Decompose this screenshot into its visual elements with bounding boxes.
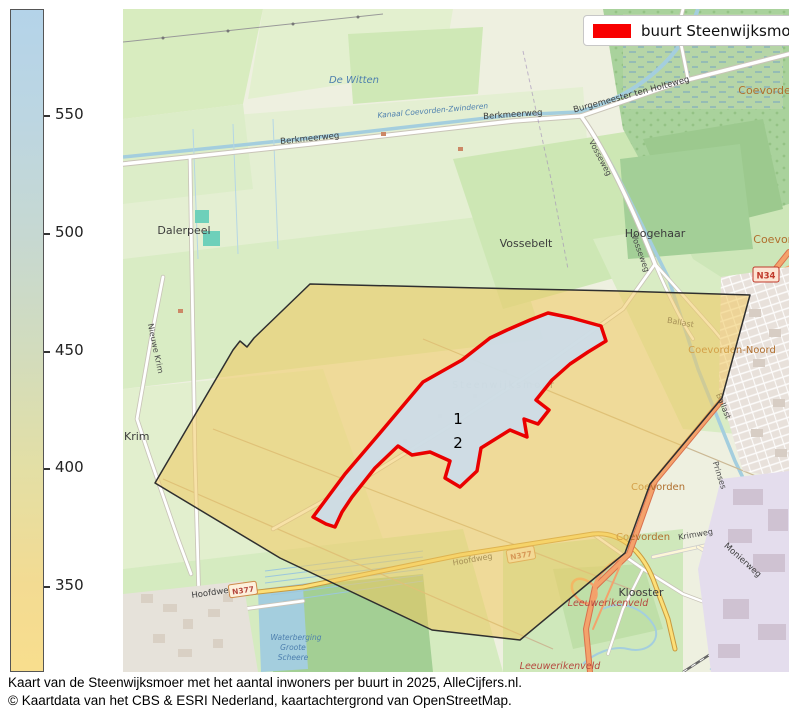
map-label-waterberging: Waterberging [270,633,321,642]
tick-label: 350 [55,576,84,595]
region-number-1: 1 [453,410,463,428]
tick-mark [44,351,50,353]
tick-label: 500 [55,223,84,242]
tick-mark [44,233,50,235]
map-label-coevorden-2: Coevorden [753,233,789,246]
map-label-leeuwerikenveld-1: Leeuwerikenveld [568,598,650,609]
tick-label: 400 [55,458,84,477]
map-label-scheere: Scheere [278,653,309,662]
map-label-krim: Krim [124,430,150,443]
caption: Kaart van de Steenwijksmoer met het aant… [8,674,788,710]
n34-badge: N34 [752,266,780,283]
map-label-dalerpeel: Dalerpeel [157,224,210,237]
n377-badge-label: N377 [232,585,255,597]
map-label-coevorden-4: Coevorden [616,532,670,543]
tick-mark [44,586,50,588]
legend-label: buurt Steenwijksmoer [641,21,789,40]
tick-mark [44,468,50,470]
map-label-coevorden-1: Coevorden [738,84,789,97]
map-label-klooster: Klooster [618,586,664,599]
legend-swatch [593,23,631,38]
colorbar [10,9,44,672]
map-label-de-witten: De Witten [329,75,379,86]
caption-line-1: Kaart van de Steenwijksmoer met het aant… [8,675,523,690]
map-label-groote: Groote [280,643,306,652]
map-label-berkmeerweg-2: Berkmeerweg [483,108,543,122]
n34-badge-label: N34 [757,272,776,282]
map-canvas[interactable]: Dalerpeel De Witten Kanaal Coevorden-Zwi… [123,9,789,672]
map-label-hoogehaar: Hoogehaar [625,227,686,240]
n377-badge-1: N377 [227,580,258,599]
map-label-vossebelt: Vossebelt [500,237,553,250]
caption-line-2: © Kaartdata van het CBS & ESRI Nederland… [8,693,512,708]
tick-label: 450 [55,341,84,360]
tick-label: 550 [55,105,84,124]
map-legend: buurt Steenwijksmoer [583,15,789,46]
map-label-coevorden-3: Coevorden [631,482,685,493]
region-buurt-steenwijksmoer[interactable] [311,311,608,529]
tick-mark [44,115,50,117]
region-number-2: 2 [453,434,463,452]
map-label-leeuwerikenveld-2: Leeuwerikenveld [520,661,602,672]
